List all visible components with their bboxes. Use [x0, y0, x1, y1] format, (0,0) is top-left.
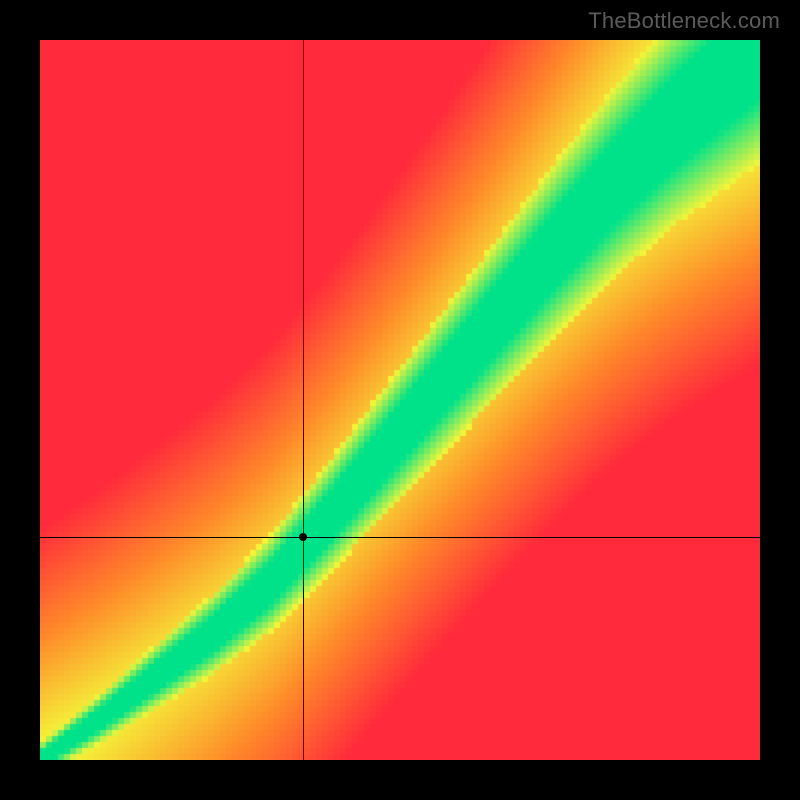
heatmap-canvas [40, 40, 760, 760]
chart-frame: TheBottleneck.com [0, 0, 800, 800]
watermark-label: TheBottleneck.com [588, 8, 780, 34]
plot-area [40, 40, 760, 760]
